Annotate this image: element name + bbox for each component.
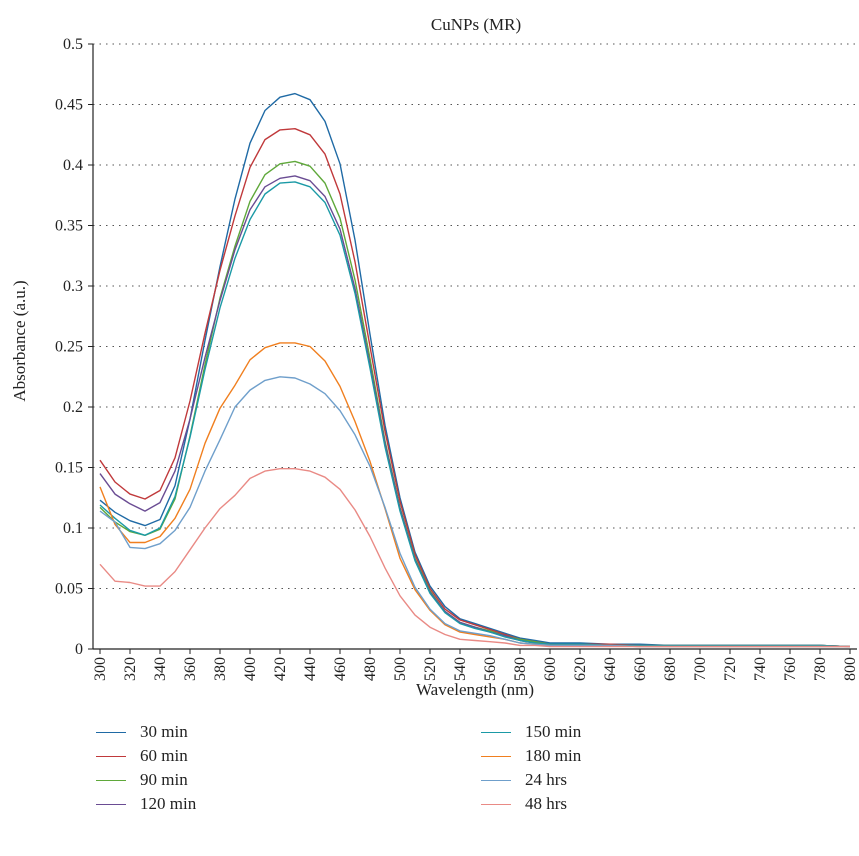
x-tick-label: 760 [782,657,799,681]
grid-lines [93,43,857,589]
y-tick-label: 0.2 [63,399,83,416]
legend-swatch [96,731,126,733]
chart-legend: 30 min 60 min 90 min 120 min 150 min 180 min 2… [96,720,716,850]
x-tick-label: 680 [662,657,679,681]
legend-label: 30 min [140,722,188,741]
x-tick-label: 420 [272,657,289,681]
legend-label: 150 min [525,722,582,741]
series-line [99,342,850,648]
x-tick-label: 600 [542,657,559,681]
x-tick-label: 580 [512,657,529,681]
legend-swatch [481,731,511,733]
x-tick-label: 400 [242,657,259,681]
y-tick-label: 0.15 [55,460,83,477]
y-tick-label: 0.35 [55,218,83,235]
y-tick-label: 0.25 [55,339,83,356]
absorbance-chart: CuNPs (MR) 0 0.05 0.1 0.15 0.2 0.25 0.3 0.35 0.4… [10,15,859,699]
legend-swatch [96,803,126,805]
x-tick-label: 300 [92,657,109,681]
legend-label: 60 min [140,746,188,765]
x-tick-label: 540 [452,657,469,681]
legend-label: 90 min [140,770,188,789]
series-line [99,175,851,648]
x-tick-label: 740 [752,657,769,681]
x-tick-label: 640 [602,657,619,681]
x-tick-label: 700 [692,657,709,681]
x-tick-label: 780 [812,657,829,681]
x-tick-label: 520 [422,657,439,681]
y-tick-label: 0.45 [55,97,83,114]
legend-item: 120 min [96,792,196,816]
x-tick-label: 460 [332,657,349,681]
y-tick-label: 0.1 [63,520,83,537]
x-tick-label: 500 [392,657,409,681]
x-tick-label: 440 [302,657,319,681]
x-tick-labels: 300 320 340 360 380 400 420 440 460 480 500 520 540 5… [92,649,859,681]
series-line [99,181,851,648]
x-tick-label: 320 [122,657,139,681]
y-tick-label: 0.3 [63,278,83,295]
x-tick-label: 340 [152,657,169,681]
legend-item: 60 min [96,744,188,768]
x-tick-label: 560 [482,657,499,681]
y-tick-label: 0.5 [63,36,83,53]
legend-label: 24 hrs [525,770,568,789]
legend-label: 180 min [525,746,582,765]
x-tick-label: 360 [182,657,199,681]
legend-swatch [481,779,511,781]
series-line [99,376,850,648]
y-tick-label: 0.4 [63,157,83,174]
legend-label: 48 hrs [525,794,568,813]
legend-swatch [481,755,511,757]
x-tick-label: 380 [212,657,229,681]
x-tick-label: 660 [632,657,649,681]
x-tick-label: 800 [842,657,859,681]
x-tick-label: 720 [722,657,739,681]
legend-item: 24 hrs [481,768,567,792]
series-line [99,92,851,648]
y-tick-labels: 0 0.05 0.1 0.15 0.2 0.25 0.3 0.35 0.4 0.45 0.5 [55,36,93,658]
legend-item: 90 min [96,768,188,792]
series-lines [99,92,851,648]
legend-item: 30 min [96,720,188,744]
legend-item: 180 min [481,744,581,768]
series-line [99,468,850,648]
series-line [99,160,851,648]
chart-title: CuNPs (MR) [431,15,521,34]
legend-swatch [481,803,511,805]
y-axis-title: Absorbance (a.u.) [10,280,29,401]
series-line [99,127,851,648]
legend-swatch [96,755,126,757]
x-tick-label: 620 [572,657,589,681]
legend-label: 120 min [140,794,197,813]
y-tick-label: 0 [75,641,83,658]
legend-item: 48 hrs [481,792,567,816]
y-tick-label: 0.05 [55,581,83,598]
legend-item: 150 min [481,720,581,744]
x-tick-label: 480 [362,657,379,681]
x-axis-title: Wavelength (nm) [416,680,534,699]
legend-swatch [96,779,126,781]
